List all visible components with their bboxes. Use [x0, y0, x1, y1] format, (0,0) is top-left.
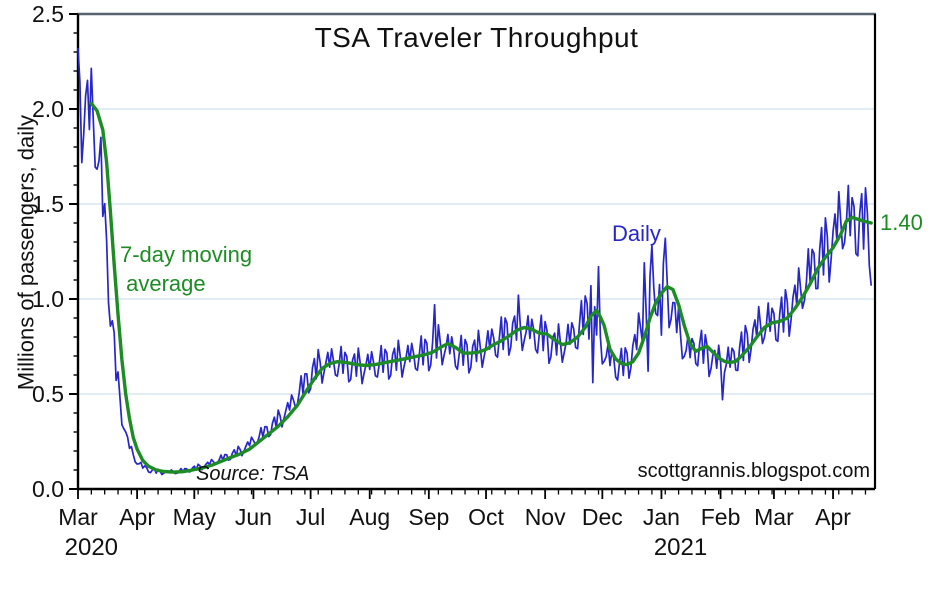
- x-month-label: Jan: [643, 504, 680, 530]
- y-tick-label: 1.5: [32, 191, 64, 217]
- x-month-label: Mar: [754, 504, 794, 530]
- y-tick-label: 2.5: [32, 1, 64, 27]
- y-axis-title: Millions of passengers, daily: [13, 114, 39, 391]
- last-value-callout: 1.40: [880, 210, 923, 235]
- moving-average-annotation-line2: average: [120, 271, 206, 296]
- watermark-url: scottgrannis.blogspot.com: [637, 460, 870, 482]
- x-month-label: Mar: [58, 504, 98, 530]
- y-tick-label: 2.0: [32, 96, 64, 122]
- ma-line: [89, 101, 873, 474]
- x-month-label: Aug: [349, 504, 390, 530]
- daily-line: [77, 47, 873, 476]
- moving-average-annotation-line1: 7-day moving: [120, 242, 253, 267]
- x-month-label: Oct: [468, 504, 504, 530]
- x-month-label: Dec: [582, 504, 623, 530]
- x-month-label: Nov: [525, 504, 566, 530]
- x-month-label: Apr: [815, 504, 851, 530]
- x-month-label: May: [173, 504, 217, 530]
- x-month-label: Jun: [235, 504, 272, 530]
- daily-series-annotation: Daily: [612, 221, 661, 246]
- y-tick-label: 0.5: [32, 381, 64, 407]
- x-year-label: 2020: [65, 534, 118, 561]
- x-month-label: Sep: [408, 504, 449, 530]
- source-credit: Source: TSA: [196, 463, 310, 485]
- x-month-label: Apr: [119, 504, 155, 530]
- y-tick-label: 0.0: [32, 476, 64, 502]
- x-year-label: 2021: [654, 534, 707, 561]
- x-month-label: Jul: [296, 504, 325, 530]
- chart-title: TSA Traveler Throughput: [314, 22, 639, 53]
- x-month-label: Feb: [701, 504, 741, 530]
- moving-average-annotation: 7-day moving average: [120, 240, 252, 298]
- y-tick-label: 1.0: [32, 286, 64, 312]
